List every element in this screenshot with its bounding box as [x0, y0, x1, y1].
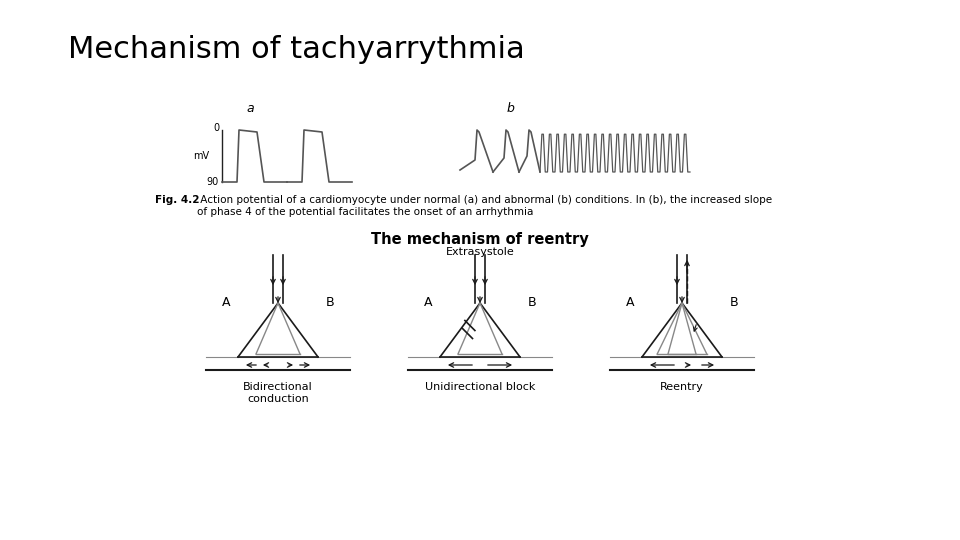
- Text: Mechanism of tachyarrythmia: Mechanism of tachyarrythmia: [68, 35, 525, 64]
- Text: b: b: [506, 102, 514, 115]
- Text: Bidirectional
conduction: Bidirectional conduction: [243, 382, 313, 403]
- Text: Fig. 4.2: Fig. 4.2: [155, 195, 200, 205]
- Text: B: B: [528, 296, 537, 309]
- Text: B: B: [326, 296, 335, 309]
- Text: 0: 0: [213, 123, 219, 133]
- Text: mV: mV: [193, 151, 209, 161]
- Text: Reentry: Reentry: [660, 382, 704, 392]
- Text: Action potential of a cardiomyocyte under normal (a) and abnormal (b) conditions: Action potential of a cardiomyocyte unde…: [197, 195, 772, 217]
- Text: Unidirectional block: Unidirectional block: [425, 382, 535, 392]
- Text: a: a: [246, 102, 253, 115]
- Text: A: A: [222, 296, 230, 309]
- Text: B: B: [730, 296, 738, 309]
- Text: The mechanism of reentry: The mechanism of reentry: [372, 232, 588, 247]
- Text: 90: 90: [206, 177, 219, 187]
- Text: A: A: [423, 296, 432, 309]
- Text: A: A: [626, 296, 634, 309]
- Text: Extrasystole: Extrasystole: [445, 247, 515, 257]
